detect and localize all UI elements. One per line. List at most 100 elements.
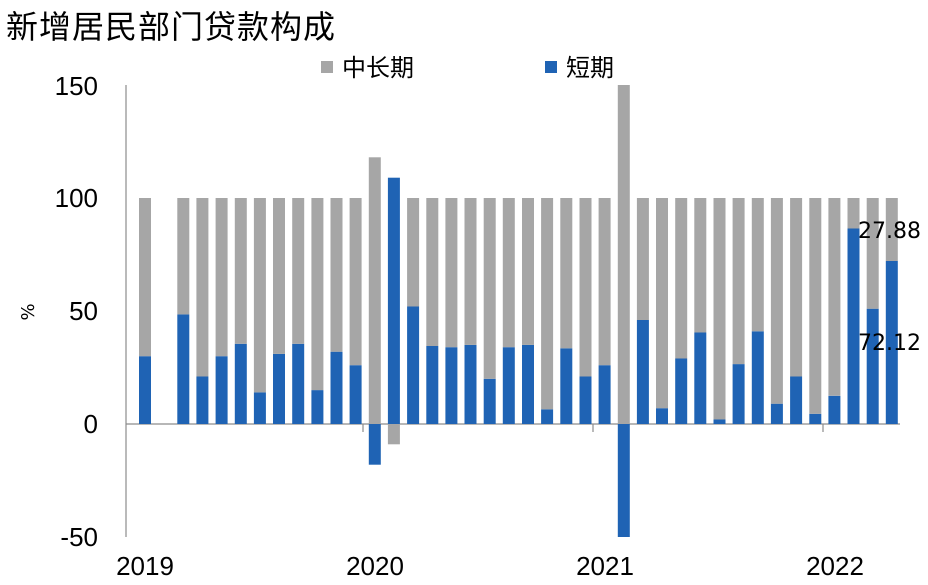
- x-tick-label: 2020: [346, 551, 404, 581]
- y-tick-label: 0: [84, 409, 98, 439]
- bar-long-term: [426, 198, 439, 346]
- bar-long-term: [234, 198, 247, 344]
- bar-short-term: [847, 228, 860, 424]
- x-tick-labels: 2019 2020 2021 2022: [116, 551, 864, 581]
- legend-swatch-long-term: [321, 61, 333, 73]
- bar-long-term: [866, 198, 879, 309]
- bar-long-term: [560, 198, 573, 349]
- bar-long-term: [273, 198, 285, 354]
- bar-long-term: [694, 198, 707, 333]
- bar-short-term: [464, 344, 477, 424]
- bar-long-term: [387, 424, 400, 445]
- bar-short-term: [330, 351, 343, 424]
- bar-short-term: [866, 308, 879, 424]
- y-tick-label: 100: [55, 183, 98, 213]
- chart-title: 新增居民部门贷款构成: [6, 8, 337, 46]
- bar-long-term: [464, 198, 477, 345]
- bar-long-term: [407, 198, 420, 307]
- bar-long-term: [349, 198, 362, 366]
- bar-long-term: [598, 198, 611, 366]
- legend-swatch-short-term: [545, 61, 557, 73]
- data-label-short-term-last: 72.12: [858, 331, 921, 356]
- bar-short-term: [579, 376, 592, 424]
- bar-short-term: [560, 348, 573, 424]
- bar-long-term: [311, 198, 324, 391]
- bar-long-term: [790, 198, 803, 377]
- y-axis-label: %: [18, 303, 39, 320]
- legend: 中长期 短期: [321, 54, 614, 82]
- bar-long-term: [579, 198, 592, 377]
- bar-short-term: [656, 408, 668, 424]
- bar-long-term: [751, 198, 764, 332]
- bar-short-term: [483, 378, 496, 424]
- bar-short-term: [368, 424, 381, 465]
- x-tick-label: 2022: [806, 551, 864, 581]
- bar-long-term: [292, 198, 305, 344]
- bar-short-term: [292, 343, 305, 424]
- bar-short-term: [598, 365, 611, 424]
- bar-long-term: [828, 198, 841, 396]
- bar-long-term: [215, 198, 228, 357]
- bar-short-term: [770, 403, 783, 424]
- bar-short-term: [273, 353, 285, 424]
- data-label-long-term-last: 27.88: [858, 219, 921, 244]
- y-tick-label: -50: [60, 522, 98, 552]
- bar-long-term: [139, 198, 151, 357]
- bar-short-term: [387, 177, 400, 424]
- bar-long-term: [770, 198, 783, 404]
- bar-short-term: [426, 346, 439, 424]
- bar-long-term: [253, 198, 266, 393]
- bar-long-term: [177, 198, 190, 315]
- bar-short-term: [751, 331, 764, 424]
- bar-long-term: [809, 198, 822, 414]
- x-ticks: [362, 424, 824, 432]
- bar-long-term: [885, 198, 898, 261]
- bar-long-term: [445, 198, 458, 348]
- bar-short-term: [617, 424, 630, 537]
- bar-long-term: [617, 85, 630, 424]
- bars-group: [139, 85, 898, 537]
- bar-long-term: [541, 198, 554, 410]
- y-tick-labels: 150 100 50 0 -50: [55, 71, 98, 552]
- x-tick-label: 2021: [576, 551, 634, 581]
- bar-long-term: [522, 198, 534, 345]
- bar-long-term: [656, 198, 668, 409]
- bar-short-term: [636, 320, 649, 424]
- bar-long-term: [847, 198, 860, 229]
- y-tick-label: 150: [55, 71, 98, 101]
- bar-long-term: [732, 198, 745, 365]
- legend-label-short-term: 短期: [566, 54, 614, 82]
- legend-label-long-term: 中长期: [342, 54, 414, 82]
- bar-short-term: [253, 392, 266, 424]
- bar-short-term: [445, 347, 458, 424]
- bar-short-term: [407, 306, 420, 424]
- bar-short-term: [541, 409, 554, 424]
- bar-short-term: [694, 332, 707, 424]
- bar-short-term: [713, 419, 726, 424]
- bar-long-term: [196, 198, 209, 377]
- bar-long-term: [330, 198, 343, 352]
- x-tick-label: 2019: [116, 551, 174, 581]
- bar-short-term: [675, 358, 688, 424]
- bar-short-term: [809, 413, 822, 424]
- bar-long-term: [636, 198, 649, 320]
- bar-short-term: [215, 356, 228, 424]
- bar-long-term: [675, 198, 688, 359]
- bar-short-term: [732, 364, 745, 424]
- bar-short-term: [502, 347, 515, 424]
- y-tick-label: 50: [69, 296, 98, 326]
- bar-short-term: [349, 365, 362, 424]
- bar-short-term: [790, 376, 803, 424]
- bar-short-term: [177, 314, 190, 424]
- bar-short-term: [196, 376, 209, 424]
- bar-long-term: [713, 198, 726, 420]
- bar-short-term: [311, 390, 324, 424]
- bar-short-term: [828, 395, 841, 425]
- bar-short-term: [522, 344, 534, 424]
- bar-long-term: [483, 198, 496, 379]
- bar-short-term: [139, 356, 151, 424]
- bar-short-term: [885, 261, 898, 424]
- bar-long-term: [502, 198, 515, 348]
- bar-short-term: [234, 343, 247, 424]
